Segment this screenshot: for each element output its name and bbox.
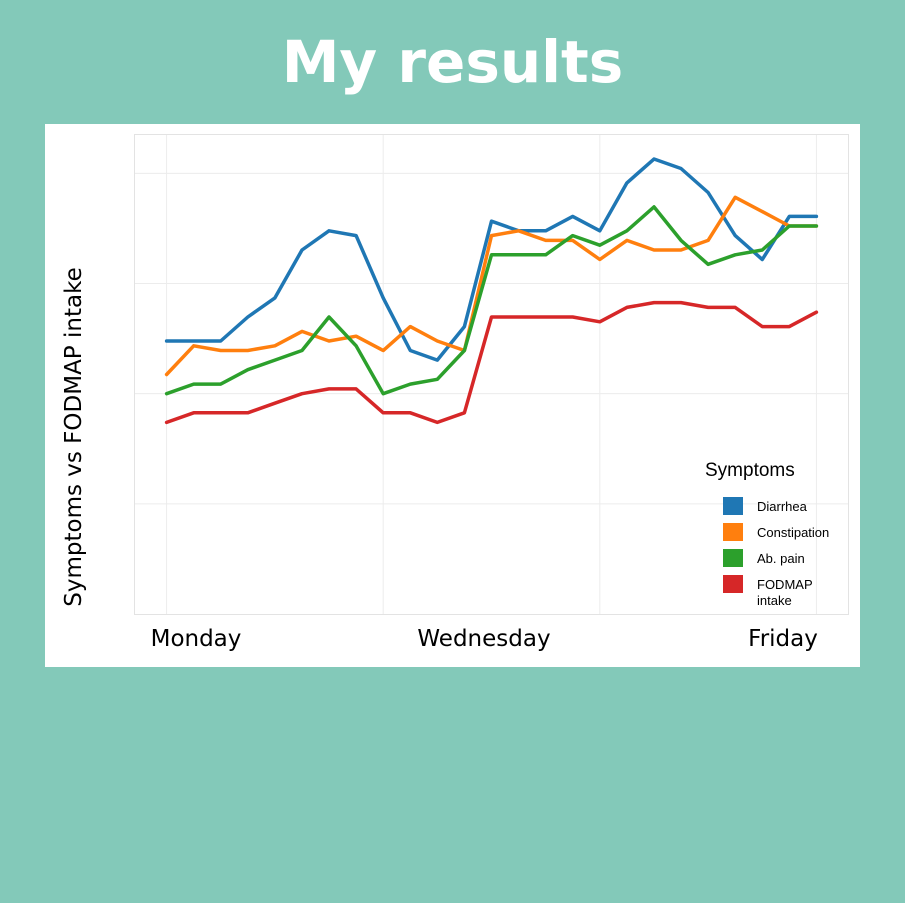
legend-item-diarrhea: Diarrhea bbox=[721, 496, 845, 522]
x-tick-label-friday: Friday bbox=[748, 626, 818, 652]
x-tick-label-wednesday: Wednesday bbox=[417, 626, 551, 652]
series-line-ab-pain bbox=[164, 205, 819, 396]
legend-swatch-diarrhea bbox=[723, 497, 743, 515]
series-lines bbox=[164, 157, 819, 425]
legend-item-constipation: Constipation bbox=[721, 522, 845, 548]
legend-label-ab-pain: Ab. pain bbox=[757, 551, 805, 566]
series-line-fodmap-intake bbox=[164, 300, 819, 425]
series-line-constipation bbox=[164, 195, 819, 377]
y-axis-label: Symptoms vs FODMAP intake bbox=[61, 267, 87, 607]
legend-item-ab-pain: Ab. pain bbox=[721, 548, 845, 574]
legend-swatch-fodmap-intake bbox=[723, 575, 743, 593]
legend-swatch-constipation bbox=[723, 523, 743, 541]
legend-item-fodmap-intake: FODMAP intake bbox=[721, 574, 845, 610]
series-line-diarrhea bbox=[164, 157, 819, 362]
legend-label-diarrhea: Diarrhea bbox=[757, 499, 807, 514]
legend-title: Symptoms bbox=[705, 460, 795, 481]
legend-label-fodmap-intake: FODMAP intake bbox=[757, 577, 813, 608]
chart-legend: Symptoms Diarrhea Constipation Ab. pain … bbox=[705, 460, 845, 610]
x-tick-label-monday: Monday bbox=[150, 626, 242, 652]
page-title: My results bbox=[281, 28, 624, 96]
legend-swatch-ab-pain bbox=[723, 549, 743, 567]
legend-label-constipation: Constipation bbox=[757, 525, 830, 540]
